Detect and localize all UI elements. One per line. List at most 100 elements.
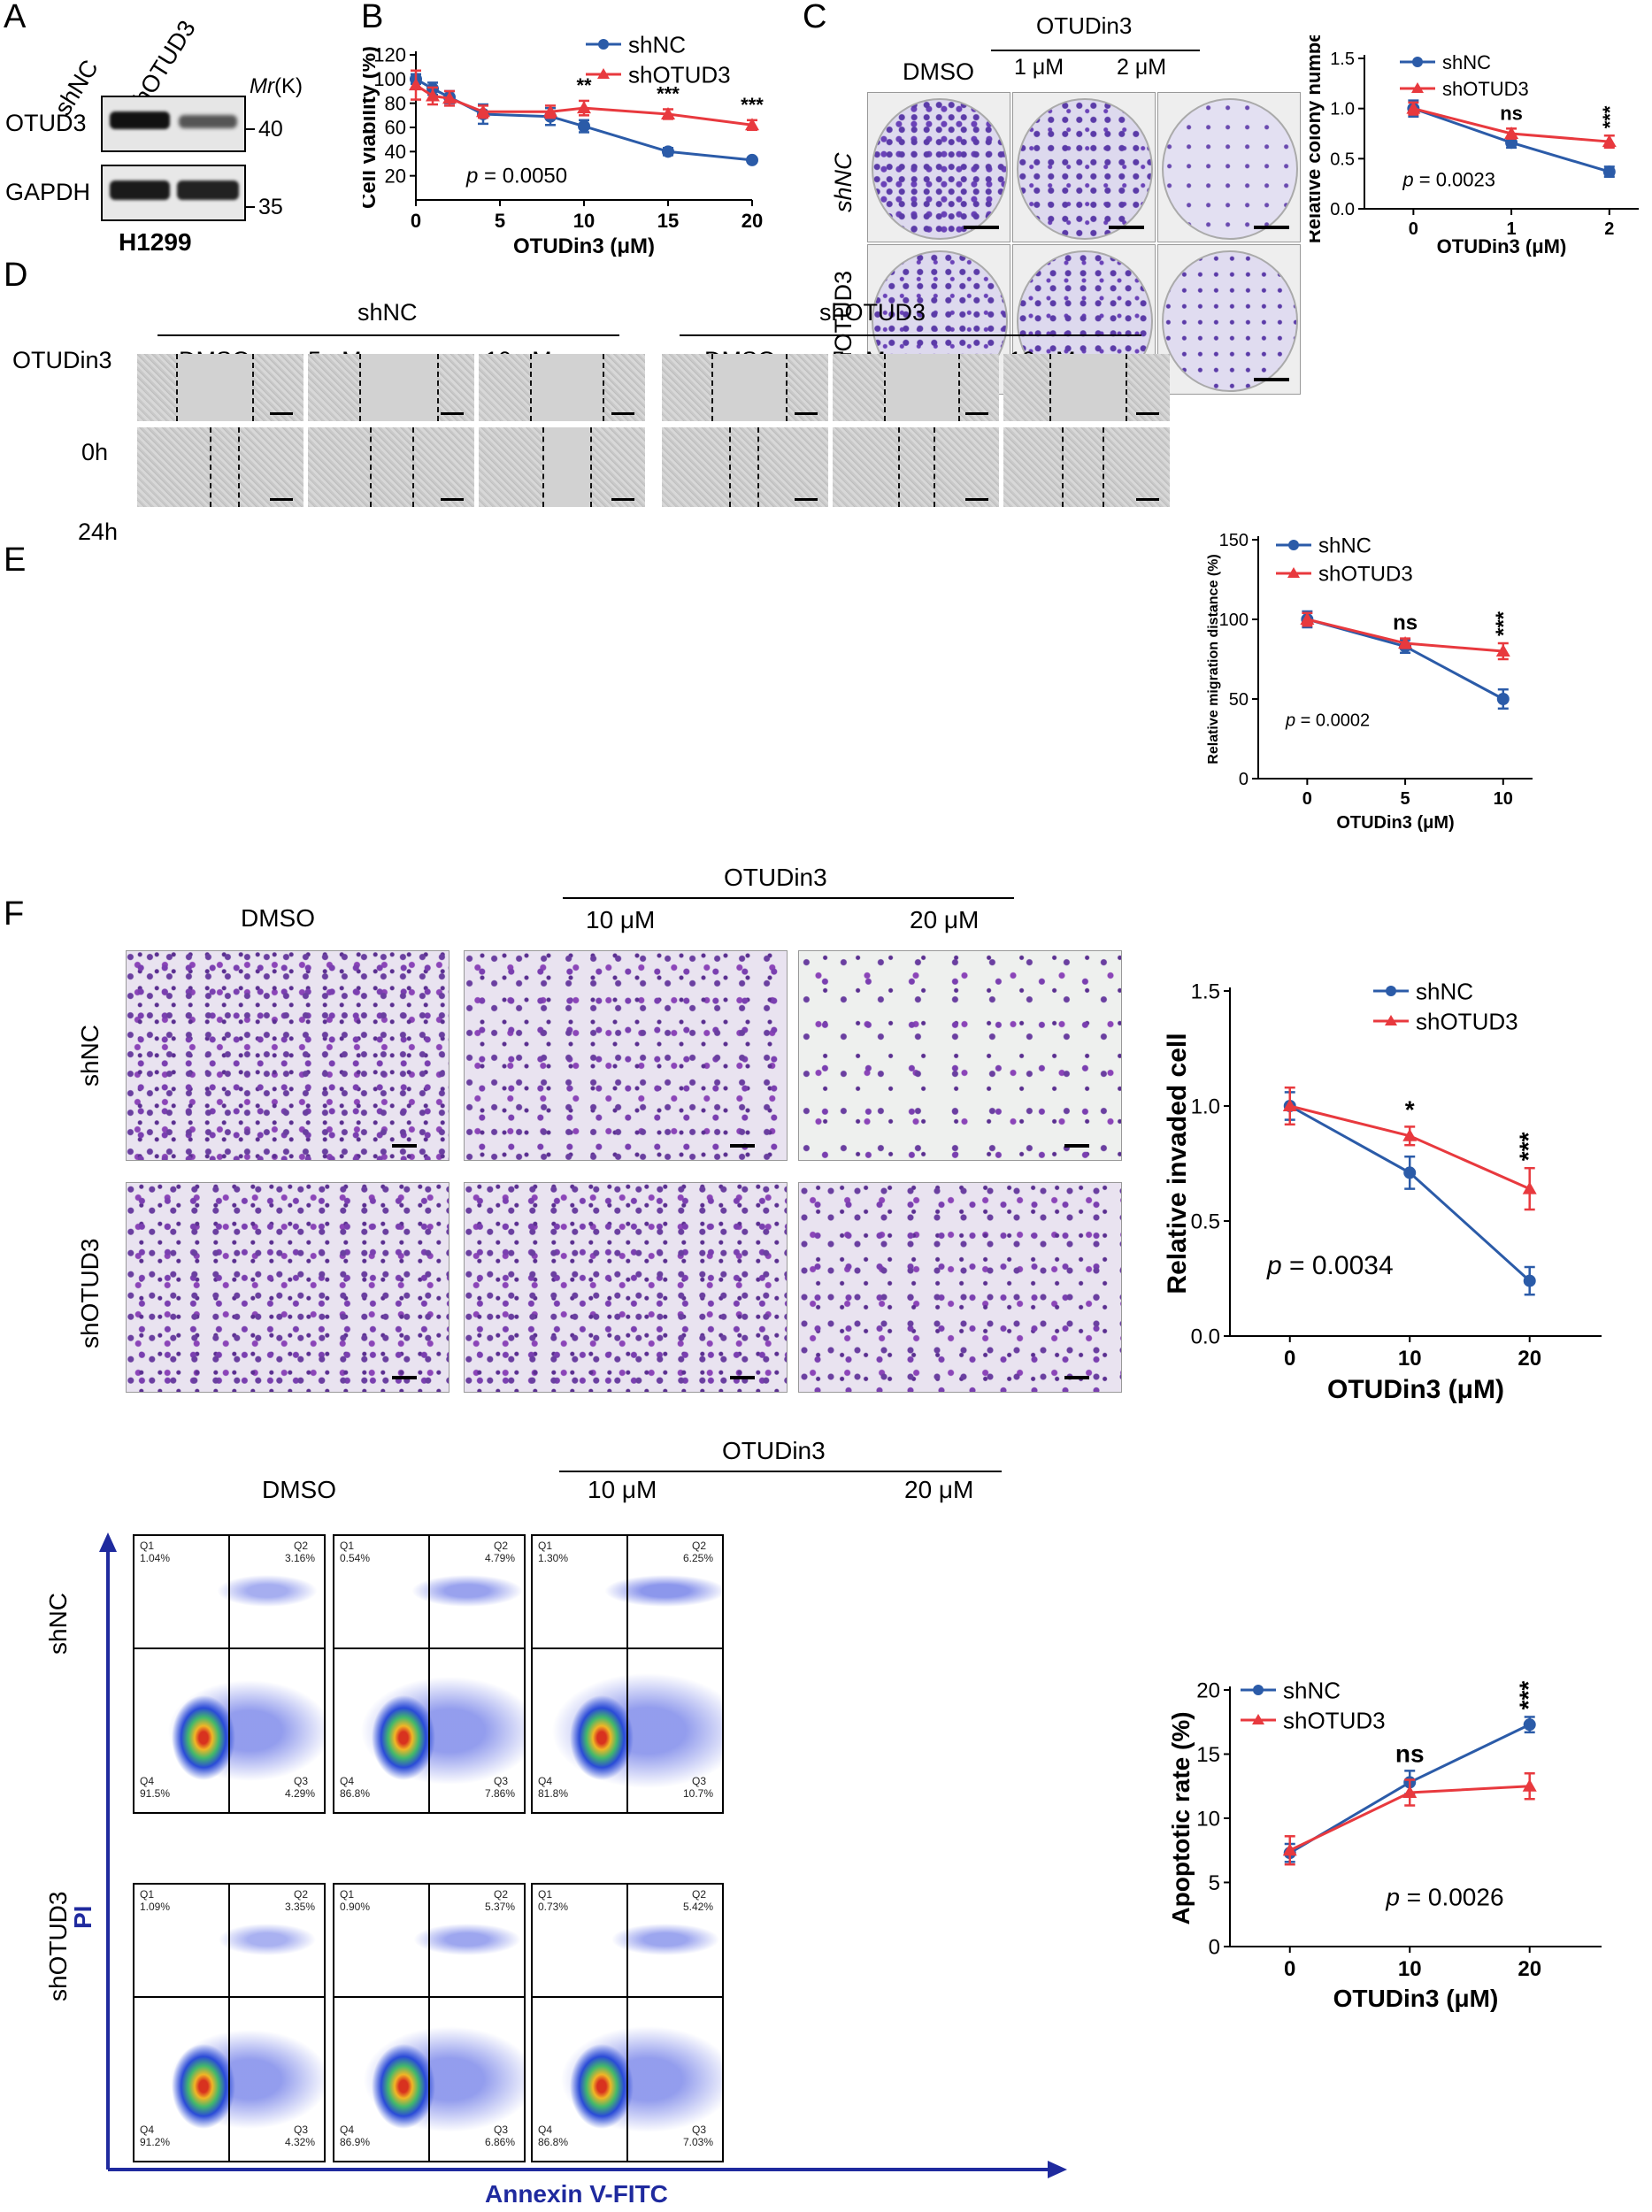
significance-mark: ***	[1515, 1681, 1542, 1710]
scratch-shotud3-5um-0h	[833, 354, 999, 421]
x-tick-label: 5	[1401, 789, 1410, 809]
legend-label-shotud3: shOTUD3	[628, 61, 731, 88]
flow-axes	[99, 1532, 1067, 2178]
point-shnc	[746, 153, 758, 166]
f-x-axis-label: Annexin V-FITC	[485, 2180, 668, 2208]
quadrant-percent: 7.03%	[683, 2136, 714, 2148]
point-shotud3	[1402, 1786, 1418, 1798]
quadrant-percent: 81.8%	[538, 1787, 569, 1800]
flow-plot-shnc-20um: Q1 1.30% Q2 6.25% Q4 81.8% Q3 10.7%	[531, 1534, 724, 1814]
point-shotud3	[745, 118, 759, 131]
flow-plot-shnc-10um: Q1 0.54% Q2 4.79% Q4 86.8% Q3 7.86%	[333, 1534, 526, 1814]
d-group-shotud3: shOTUD3	[819, 299, 926, 326]
colony-dish-shnc-dmso	[867, 92, 1010, 242]
d-time-0h: 0h	[81, 439, 109, 465]
significance-mark: ***	[1492, 611, 1516, 636]
p-value-label: p = 0.0002	[1285, 711, 1370, 731]
quadrant-label: Q1	[340, 1540, 355, 1552]
quadrant-label: Q1	[538, 1888, 553, 1901]
quadrant-percent: 6.86%	[485, 2136, 516, 2148]
scratch-shnc-10um-24h	[479, 427, 645, 507]
significance-mark: ***	[1515, 1132, 1542, 1161]
quadrant-percent: 7.86%	[485, 1787, 516, 1800]
quadrant-label: Q4	[538, 1775, 553, 1787]
cell-line-label: H1299	[119, 228, 192, 256]
quadrant-label: Q1	[340, 1888, 355, 1901]
f-cond-10um: 10 μM	[588, 1476, 657, 1503]
y-axis-title: Relative colony number	[1310, 35, 1325, 243]
x-axis-title: OTUDin3 (μM)	[1336, 813, 1454, 833]
quadrant-percent: 91.5%	[140, 1787, 171, 1800]
panel-letter-c: C	[803, 0, 827, 35]
scratch-shotud3-10um-24h	[1003, 427, 1170, 507]
colony-dish-shnc-2um	[1157, 92, 1301, 242]
p-value-label: p = 0.0034	[1266, 1251, 1394, 1280]
quadrant-label: Q4	[538, 2124, 553, 2136]
d-time-24h: 24h	[78, 518, 119, 545]
y-tick-label: 20	[1196, 1678, 1220, 1702]
y-tick-label: 50	[1229, 690, 1249, 710]
quadrant-label: Q2	[494, 1888, 509, 1901]
band-label-otud3: OTUD3	[5, 110, 87, 136]
panel-letter-d: D	[4, 257, 28, 294]
significance-mark: ns	[1395, 1740, 1425, 1767]
e-treatment-label: OTUDin3	[724, 864, 827, 891]
mr-label: Mr(K)	[250, 74, 303, 98]
legend-marker-shotud3	[597, 68, 610, 79]
y-tick-label: 80	[385, 92, 406, 114]
panel-letter-f: F	[4, 895, 25, 933]
scratch-shnc-dmso-0h	[137, 354, 304, 421]
point-shotud3	[543, 104, 557, 118]
point-shotud3	[1300, 612, 1315, 625]
f-treatment-label: OTUDin3	[722, 1437, 826, 1464]
blot-otud3	[101, 96, 246, 152]
quadrant-percent: 4.79%	[485, 1552, 516, 1564]
quadrant-percent: 3.35%	[285, 1901, 316, 1913]
x-tick-label: 0	[1284, 1957, 1295, 1981]
quadrant-percent: 6.25%	[683, 1552, 714, 1564]
quadrant-label: Q1	[140, 1540, 155, 1552]
significance-mark: *	[1405, 1095, 1415, 1123]
quadrant-label: Q2	[294, 1888, 309, 1901]
point-shotud3	[1402, 1128, 1418, 1141]
quadrant-percent: 1.30%	[538, 1552, 569, 1564]
x-tick-label: 1	[1507, 219, 1517, 239]
marker-35: 35	[258, 195, 283, 219]
point-shotud3	[1282, 1099, 1297, 1111]
x-tick-label: 0	[411, 210, 421, 232]
blot-gapdh	[101, 165, 246, 221]
legend-marker-shotud3	[1385, 1015, 1397, 1025]
significance-mark: ns	[1500, 102, 1523, 124]
invasion-shnc-dmso	[126, 950, 449, 1161]
point-shnc	[1523, 1274, 1536, 1287]
y-axis-title: Relative invaded cell	[1163, 1033, 1192, 1294]
x-tick-label: 10	[1398, 1957, 1422, 1981]
e-row-shotud3: shOTUD3	[76, 1238, 104, 1348]
point-shnc	[1602, 165, 1616, 179]
legend-label-shnc: shNC	[1283, 1677, 1341, 1703]
scratch-shotud3-5um-24h	[833, 427, 999, 507]
point-shotud3	[1522, 1181, 1537, 1194]
x-tick-label: 0	[1284, 1347, 1295, 1371]
c-treatment-label: OTUDin3	[1036, 12, 1133, 39]
quadrant-percent: 91.2%	[140, 2136, 171, 2148]
colony-dish-shotud3-2um	[1157, 244, 1301, 395]
y-tick-label: 0	[1239, 770, 1249, 789]
f-cond-20um: 20 μM	[904, 1476, 974, 1503]
quadrant-percent: 0.54%	[340, 1552, 371, 1564]
quadrant-label: Q3	[294, 1775, 309, 1787]
quadrant-percent: 0.90%	[340, 1901, 371, 1913]
quadrant-label: Q3	[294, 2124, 309, 2136]
y-tick-label: 150	[1219, 531, 1249, 550]
scratch-shnc-5um-24h	[308, 427, 474, 507]
point-shotud3	[661, 106, 675, 119]
quadrant-percent: 0.73%	[538, 1901, 569, 1913]
legend-marker-shnc	[1412, 57, 1423, 67]
quadrant-percent: 4.29%	[285, 1787, 316, 1800]
scratch-shotud3-10um-0h	[1003, 354, 1170, 421]
y-tick-label: 0.5	[1191, 1210, 1220, 1233]
legend-label-shotud3: shOTUD3	[1283, 1707, 1386, 1733]
point-shnc	[662, 145, 674, 158]
p-value-label: p = 0.0026	[1385, 1884, 1503, 1911]
